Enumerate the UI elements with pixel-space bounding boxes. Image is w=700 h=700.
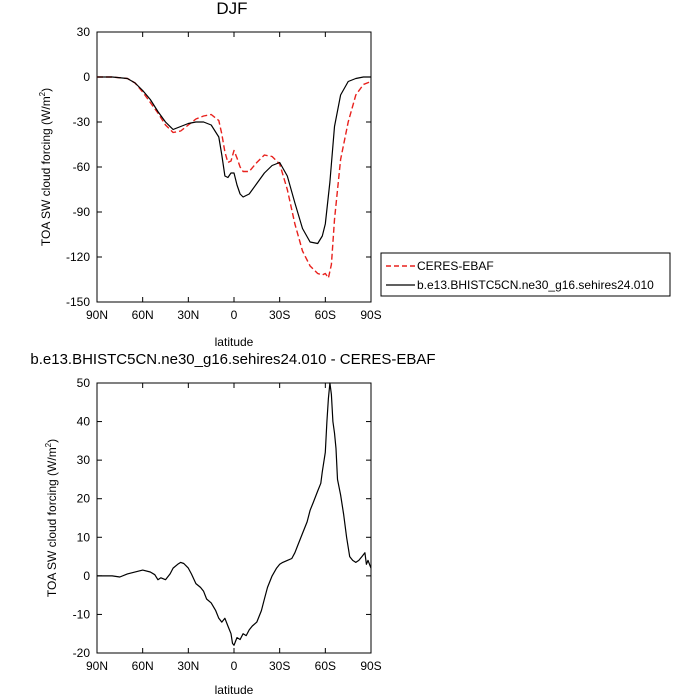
legend-box: [380, 252, 671, 297]
y-axis-label-djf: TOA SW cloud forcing (W/m2): [38, 88, 53, 246]
x-tick-label: 30S: [269, 308, 290, 322]
y-axis-label-text: TOA SW cloud forcing (W/m: [39, 96, 53, 246]
y-axis-label-end: ): [45, 439, 59, 443]
plot-frame-djf: [96, 31, 372, 303]
x-tick-label: 30S: [269, 659, 290, 673]
x-tick-label: 90N: [86, 659, 108, 673]
x-tick-label: 60S: [315, 308, 336, 322]
y-axis-label-end: ): [39, 88, 53, 92]
y-tick-label: 0: [83, 569, 90, 583]
y-tick-label: 10: [77, 530, 91, 544]
x-axis-label-djf: latitude: [215, 335, 254, 349]
y-tick-label: 30: [77, 453, 91, 467]
x-tick-label: 60N: [132, 659, 154, 673]
y-tick-label: 0: [83, 70, 90, 84]
plot-frame-difference: [96, 382, 372, 654]
x-tick-label: 90N: [86, 308, 108, 322]
x-tick-label: 30N: [177, 659, 199, 673]
legend: CERES-EBAF b.e13.BHISTC5CN.ne30_g16.sehi…: [380, 252, 671, 297]
series-layer-difference: [97, 382, 372, 646]
series-line-0-1: [97, 76, 371, 245]
x-axis-label-difference: latitude: [215, 683, 254, 697]
y-tick-label: -120: [66, 250, 90, 264]
chart-title-djf: DJF: [216, 0, 247, 18]
x-axis-djf: 90N 60N 30N 0 30S 60S 90S: [86, 32, 382, 322]
x-tick-label: 0: [231, 308, 238, 322]
y-axis-label-difference: TOA SW cloud forcing (W/m2): [44, 439, 59, 597]
y-axis-label-sup: 2: [38, 91, 47, 96]
x-tick-label: 30N: [177, 308, 199, 322]
x-tick-label: 60S: [315, 659, 336, 673]
chart-difference: b.e13.BHISTC5CN.ne30_g16.sehires24.010 -…: [30, 351, 435, 697]
y-tick-label: 40: [77, 415, 91, 429]
series-layer-djf: [97, 76, 372, 279]
legend-label-model: b.e13.BHISTC5CN.ne30_g16.sehires24.010: [417, 278, 654, 292]
y-tick-label: -60: [73, 160, 91, 174]
x-tick-label: 90S: [360, 308, 381, 322]
series-line-0-0: [97, 76, 372, 279]
y-axis-difference: 50 40 30 20 10 0 -10 -20: [73, 376, 371, 660]
x-tick-label: 90S: [360, 659, 381, 673]
y-tick-label: 20: [77, 492, 91, 506]
y-tick-label: -90: [73, 205, 91, 219]
legend-label-ceres: CERES-EBAF: [417, 259, 494, 273]
y-tick-label: -150: [66, 295, 90, 309]
y-tick-label: 30: [77, 25, 91, 39]
y-tick-label: -30: [73, 115, 91, 129]
x-tick-label: 60N: [132, 308, 154, 322]
y-axis-label-sup: 2: [44, 442, 53, 447]
y-tick-label: -10: [73, 607, 91, 621]
y-tick-label: 50: [77, 376, 91, 390]
chart-djf: DJF 30 0 -30 -60 -90 -120 -150 90N 60N 30N 0 30S 60…: [38, 0, 671, 349]
series-line-1-0: [97, 382, 372, 646]
y-tick-label: -20: [73, 646, 91, 660]
chart-title-difference: b.e13.BHISTC5CN.ne30_g16.sehires24.010 -…: [30, 351, 435, 368]
y-axis-djf: 30 0 -30 -60 -90 -120 -150: [66, 25, 371, 309]
x-axis-difference: 90N 60N 30N 0 30S 60S 90S: [86, 383, 382, 673]
y-axis-label-text: TOA SW cloud forcing (W/m: [45, 447, 59, 597]
x-tick-label: 0: [231, 659, 238, 673]
